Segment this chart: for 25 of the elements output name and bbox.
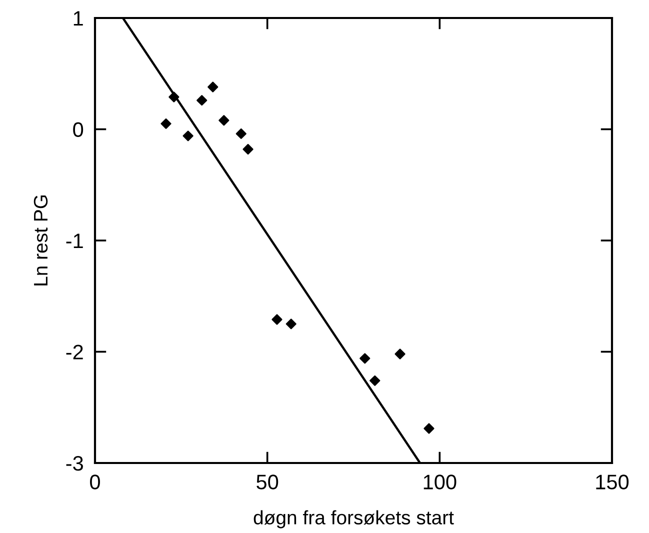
y-tick-label: -3 [66, 456, 83, 471]
y-tick-label: -2 [66, 344, 83, 360]
y-tick-label: 0 [73, 122, 84, 138]
y-tick-label: 1 [74, 11, 83, 26]
point [160, 118, 172, 129]
point [394, 348, 406, 360]
point [242, 144, 254, 155]
x-axis-title: døgn fra forsøkets start [254, 510, 454, 528]
point [196, 95, 208, 106]
point [236, 128, 246, 139]
point [272, 314, 282, 325]
x-tick-label: 100 [424, 474, 456, 490]
point [370, 375, 380, 386]
point [182, 130, 194, 142]
x-tick-label: 0 [90, 474, 100, 490]
point [286, 318, 296, 330]
x-tick-label: 50 [256, 474, 278, 490]
point [208, 82, 218, 92]
y-tick-label: -1 [66, 234, 83, 248]
point [218, 115, 230, 126]
x-tick-label: 150 [596, 474, 629, 490]
point [168, 92, 180, 102]
y-axis-title: Ln rest PG [34, 195, 48, 286]
point [360, 353, 370, 364]
point [424, 423, 434, 434]
